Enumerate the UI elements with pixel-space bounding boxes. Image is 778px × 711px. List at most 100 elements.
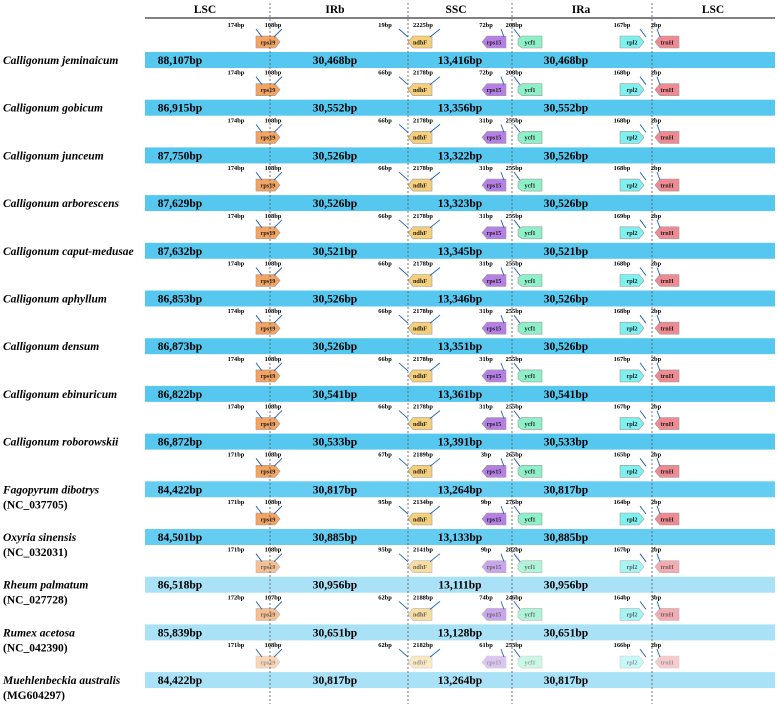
- length-ssc: 13,345bp: [438, 246, 482, 258]
- gene-shape-rpl2: [619, 655, 645, 669]
- gene-label-trnH: trnH: [660, 659, 673, 666]
- pointer-ycf1: [513, 314, 521, 324]
- length-lsc: 86,853bp: [158, 294, 202, 306]
- bp-label-rps19-lsc: 174bp: [228, 117, 245, 124]
- pointer-rps19-right: [273, 362, 283, 372]
- species-row: Calligonum junceum 87,750bp 30,526bp 13,322…: [3, 117, 775, 164]
- region-header-ira: IRa: [572, 4, 591, 16]
- bp-label-rpl2-ira: 167bp: [614, 404, 631, 411]
- gene-label-rps19: rps19: [261, 516, 276, 523]
- genome-bar: [145, 52, 775, 68]
- gene-label-rps19: rps19: [261, 230, 276, 237]
- pointer-rpl2: [639, 458, 647, 467]
- bp-label-trnh-lsc: 2bp: [651, 165, 662, 172]
- gene-label-trnH: trnH: [660, 230, 673, 237]
- pointer-trnh: [656, 76, 661, 85]
- gene-ndhF: ndhF: [407, 83, 433, 96]
- gene-shape-ndhF: [407, 369, 433, 383]
- bp-label-rps19-lsc: 171bp: [228, 642, 245, 649]
- length-lsc: 84,501bp: [158, 532, 202, 544]
- gene-ndhF: ndhF: [407, 178, 433, 192]
- pointer-rps19-left: [255, 124, 263, 133]
- bp-label-rps15-ssc: 9bp: [481, 499, 492, 506]
- species-name: Calligonum ebinuricum: [3, 389, 117, 401]
- bp-label-rps19-lsc: 171bp: [228, 499, 245, 506]
- pointer-rpl2: [639, 219, 647, 229]
- gene-ycf1: ycf1: [517, 83, 543, 96]
- species-rows: Calligonum jeminaicum 88,107bp 30,468bp 13,…: [2, 22, 775, 702]
- bp-label-rps19-ir: 108bp: [265, 356, 282, 363]
- gene-rps19: rps19: [255, 512, 281, 526]
- gene-shape-rps15: [481, 321, 507, 335]
- length-irb: 30,552bp: [313, 103, 357, 115]
- gene-rpl2: rpl2: [619, 35, 645, 49]
- pointer-rps15: [500, 505, 505, 515]
- pointer-rps15: [500, 76, 505, 85]
- gene-shape-ndhF: [407, 464, 433, 478]
- species-row: Rheum palmatum (NC_027728) 86,518bp 30,956b…: [2, 547, 775, 607]
- gene-shape-rpl2: [619, 83, 645, 96]
- gene-rpl2: rpl2: [619, 608, 645, 621]
- pointer-ndhf-left: [398, 28, 409, 38]
- pointer-rps15: [500, 362, 505, 372]
- gene-shape-ndhF: [407, 655, 433, 669]
- gene-shape-rps15: [481, 226, 507, 240]
- bp-label-rps19-lsc: 174bp: [228, 308, 245, 315]
- bp-label-ndhf-ssc: 2178bp: [413, 356, 433, 363]
- bp-label-ndhf-irb: 95bp: [378, 547, 392, 554]
- gene-label-ndhF: ndhF: [413, 373, 427, 380]
- pointer-ndhf-left: [398, 410, 409, 419]
- bp-label-ndhf-ssc: 2178bp: [413, 70, 433, 77]
- pointer-rps15: [500, 28, 505, 38]
- bp-label-rps15-ssc: 31bp: [479, 165, 493, 172]
- gene-label-ycf1: ycf1: [525, 373, 536, 380]
- length-lsc: 86,873bp: [158, 341, 202, 353]
- gene-ndhF: ndhF: [407, 274, 433, 287]
- bp-label-rps19-ir: 108bp: [265, 404, 282, 411]
- pointer-rps19-right: [273, 457, 283, 467]
- gene-trnH: trnH: [654, 83, 680, 96]
- bp-label-rps15-ssc: 3bp: [481, 451, 492, 458]
- pointer-rps19-right: [273, 648, 283, 658]
- gene-rps15: rps15: [481, 178, 507, 192]
- bp-label-ndhf-ssc: 2182bp: [413, 642, 433, 649]
- gene-shape-rps19: [255, 35, 281, 49]
- gene-shape-ndhF: [407, 131, 433, 144]
- bp-label-ndhf-ssc: 2178bp: [413, 308, 433, 315]
- gene-shape-ndhF: [407, 35, 433, 49]
- length-ssc: 13,264bp: [438, 484, 482, 496]
- bp-label-rps19-lsc: 174bp: [228, 356, 245, 363]
- bp-label-rps15-ssc: 31bp: [479, 404, 493, 411]
- length-ssc: 13,322bp: [438, 150, 482, 162]
- gene-shape-ycf1: [517, 274, 543, 287]
- bp-label-trnh-lsc: 3bp: [651, 594, 662, 601]
- pointer-rps19-left: [255, 314, 263, 324]
- gene-label-rpl2: rpl2: [626, 373, 637, 380]
- gene-label-rps15: rps15: [487, 135, 502, 142]
- gene-label-ndhF: ndhF: [413, 421, 427, 428]
- bp-label-rps15-ssc: 72bp: [479, 22, 493, 29]
- gene-shape-rps19: [255, 178, 281, 192]
- pointer-rps19-left: [255, 219, 263, 229]
- gene-trnH: trnH: [654, 608, 680, 621]
- species-row: Calligonum aphyllum 86,853bp 30,526bp 13,34…: [3, 261, 775, 307]
- bp-label-rpl2-ira: 168bp: [614, 165, 631, 172]
- gene-shape-rps15: [481, 417, 507, 430]
- bp-label-rps19-ir: 108bp: [265, 261, 282, 268]
- pointer-rps19-right: [273, 505, 283, 515]
- bp-label-rps15-ssc: 74bp: [479, 594, 493, 601]
- pointer-rps15: [500, 648, 505, 658]
- gene-shape-rpl2: [619, 512, 645, 526]
- species-row: Oxyria sinensis (NC_032031) 84,501bp 30,885…: [3, 499, 775, 559]
- gene-label-rps19: rps19: [261, 182, 276, 189]
- gene-shape-rps19: [255, 321, 281, 335]
- bp-label-trnh-lsc: 2bp: [651, 642, 662, 649]
- bp-label-rpl2-ira: 167bp: [614, 547, 631, 554]
- gene-shape-trnH: [654, 274, 680, 287]
- gene-rps15: rps15: [481, 226, 507, 240]
- length-irb: 30,526bp: [313, 198, 357, 210]
- pointer-ycf1: [513, 553, 521, 562]
- pointer-rps19-left: [255, 76, 263, 85]
- gene-shape-rps19: [255, 131, 281, 144]
- gene-trnH: trnH: [654, 321, 680, 335]
